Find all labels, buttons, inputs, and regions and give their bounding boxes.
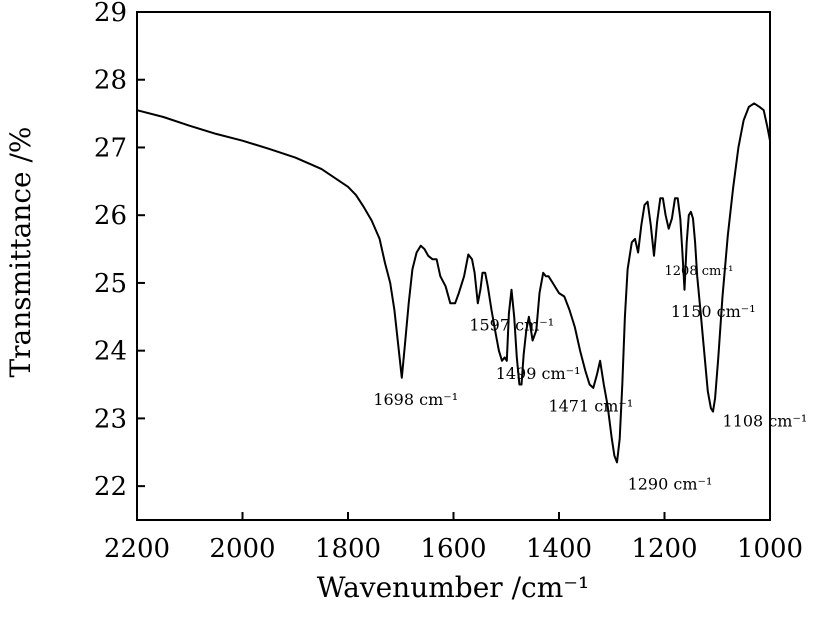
- x-tick-label: 2000: [209, 534, 275, 564]
- y-tick-label: 25: [94, 269, 127, 299]
- y-axis-title: Transmittance /%: [4, 126, 37, 377]
- y-tick-label: 29: [94, 0, 127, 28]
- x-tick-label: 1400: [526, 534, 592, 564]
- y-tick-label: 22: [94, 472, 127, 502]
- y-tick-label: 24: [94, 337, 127, 367]
- y-tick-label: 28: [94, 66, 127, 96]
- peak-label: 1150 cm⁻¹: [671, 302, 756, 321]
- peak-label: 1499 cm⁻¹: [496, 364, 581, 383]
- peak-label: 1698 cm⁻¹: [373, 390, 458, 409]
- peak-label: 1597 cm⁻¹: [469, 315, 554, 334]
- y-tick-label: 26: [94, 201, 127, 231]
- y-tick-label: 23: [94, 404, 127, 434]
- x-tick-label: 1200: [631, 534, 697, 564]
- peak-label: 1108 cm⁻¹: [723, 412, 808, 431]
- x-tick-label: 1000: [737, 534, 803, 564]
- peak-label: 1208 cm⁻¹: [665, 264, 734, 279]
- spectrum-line: [136, 102, 771, 464]
- peak-label: 1471 cm⁻¹: [548, 397, 633, 416]
- y-axis-ticks: 22 23 24 25 26 27 28 29: [94, 0, 145, 502]
- x-axis-title: Wavenumber /cm⁻¹: [317, 571, 590, 604]
- y-tick-label: 27: [94, 133, 127, 163]
- x-axis-ticks: 2200 2000 1800 1600 1400 1200 1000: [104, 512, 803, 564]
- x-tick-label: 1800: [315, 534, 381, 564]
- x-tick-label: 1600: [420, 534, 486, 564]
- x-tick-label: 2200: [104, 534, 170, 564]
- peak-annotations: 1698 cm⁻¹ 1597 cm⁻¹ 1499 cm⁻¹ 1471 cm⁻¹ 1290…: [373, 264, 807, 494]
- peak-label: 1290 cm⁻¹: [628, 475, 713, 494]
